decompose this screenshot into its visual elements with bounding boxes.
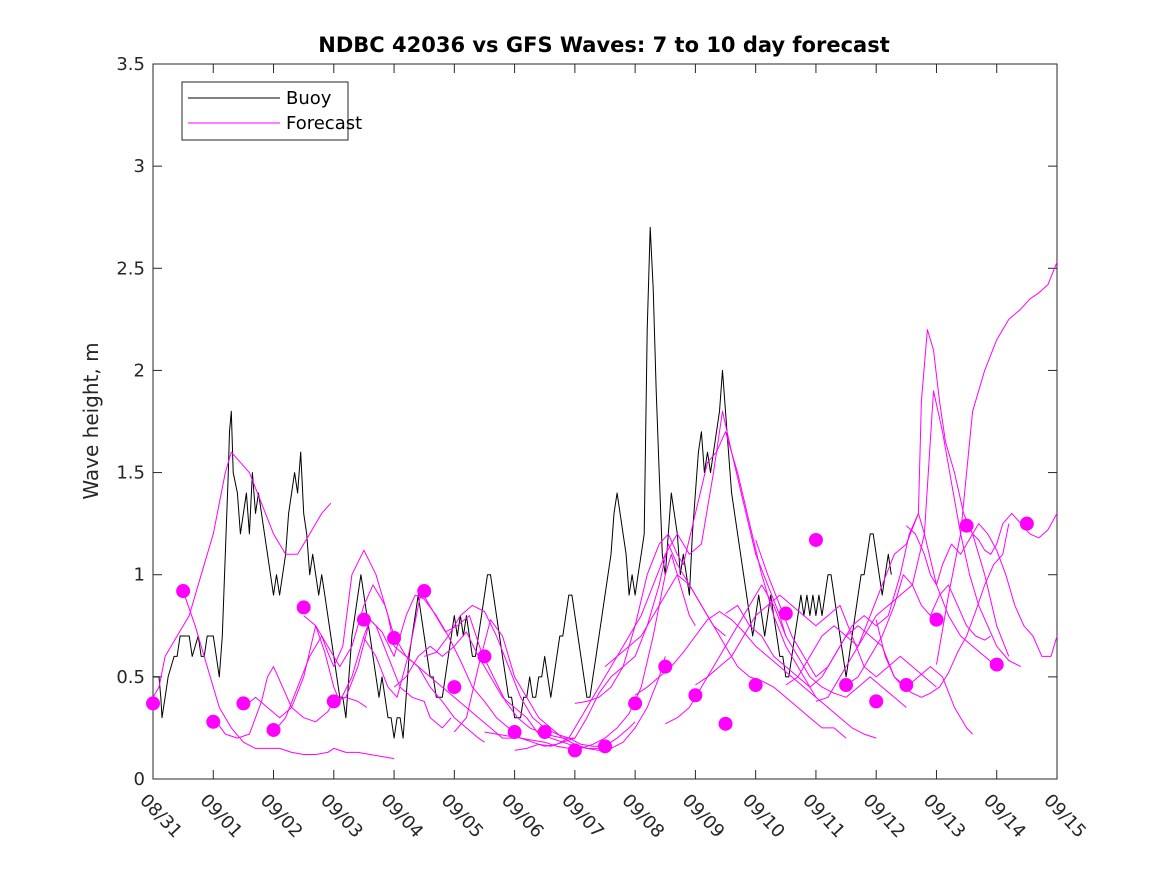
forecast-marker (567, 743, 582, 758)
forecast-line (755, 512, 998, 678)
forecast-marker (146, 696, 160, 711)
x-tick-label: 09/01 (196, 790, 247, 842)
forecast-line (936, 262, 1058, 665)
forecast-marker (507, 725, 522, 740)
forecast-line (966, 512, 1058, 555)
x-tick-label: 08/31 (135, 790, 186, 842)
forecast-marker (537, 725, 552, 740)
y-tick-label: 1 (134, 565, 145, 586)
forecast-marker (1019, 516, 1034, 531)
x-tick-label: 09/03 (316, 790, 367, 842)
legend-box (181, 81, 349, 141)
forecast-marker (206, 714, 221, 729)
forecast-marker (839, 678, 854, 693)
forecast-marker (417, 584, 432, 599)
y-tick-label: 2.5 (116, 258, 145, 279)
forecast-marker (899, 678, 914, 693)
forecast-line (243, 619, 452, 729)
forecast-line (815, 390, 1022, 702)
forecast-line (273, 549, 485, 743)
chart-title: NDBC 42036 vs GFS Waves: 7 to 10 day for… (318, 33, 889, 57)
forecast-marker (748, 678, 763, 693)
forecast-marker (447, 680, 462, 695)
forecast-line (363, 590, 575, 739)
forecast-line (152, 451, 332, 698)
forecast-marker (356, 612, 371, 627)
forecast-marker (236, 696, 251, 711)
y-tick-label: 3.5 (116, 54, 145, 75)
forecast-line (905, 523, 1058, 657)
legend: Buoy Forecast (181, 81, 362, 141)
forecast-line (665, 584, 907, 725)
forecast-marker (718, 716, 733, 731)
x-tick-label: 09/02 (256, 790, 307, 842)
forecast-marker (929, 612, 944, 627)
x-tick-label: 09/05 (437, 790, 488, 842)
x-tick-label: 09/07 (557, 790, 608, 842)
y-tick-label: 0 (134, 769, 145, 790)
forecast-marker (658, 659, 673, 674)
forecast-markers (146, 516, 1034, 758)
x-tick-label: 09/12 (859, 790, 910, 842)
x-tick-label: 09/09 (678, 790, 729, 842)
forecast-marker (296, 600, 311, 615)
forecast-line (303, 584, 515, 739)
forecast-line (695, 594, 937, 688)
forecast-marker (598, 739, 612, 754)
x-tick-label: 09/13 (919, 790, 970, 842)
x-tick-label: 09/06 (497, 790, 548, 842)
forecast-marker (959, 518, 974, 533)
x-tick-label: 09/04 (376, 790, 427, 842)
series-lines (152, 226, 1058, 760)
forecast-line (484, 553, 696, 749)
forecast-line (845, 574, 991, 686)
forecast-marker (688, 688, 703, 703)
legend-forecast-label: Forecast (286, 113, 362, 134)
forecast-marker (808, 532, 823, 547)
plot-frame (152, 63, 1058, 780)
x-tick-label: 09/08 (617, 790, 668, 842)
forecast-marker (869, 694, 884, 709)
forecast-marker (326, 694, 341, 709)
forecast-marker (989, 657, 1004, 672)
x-tick-label: 09/11 (798, 790, 849, 842)
y-tick-label: 3 (134, 156, 145, 177)
plot-area: 00.511.522.533.5 08/31 09/01 09/02 09/03 09/… (116, 54, 1090, 842)
y-axis: 0 0.5 1 1.5 2 2.5 3 3.5 (116, 54, 1057, 790)
legend-buoy-label: Buoy (286, 88, 332, 109)
forecast-marker (176, 584, 191, 599)
y-tick-label: 1.5 (116, 463, 145, 484)
y-tick-label: 2 (134, 360, 145, 381)
forecast-line (544, 410, 787, 747)
forecast-marker (266, 722, 281, 737)
forecast-marker (387, 631, 402, 646)
x-tick-label: 09/10 (738, 790, 789, 842)
forecast-marker (477, 649, 492, 664)
forecast-line (574, 431, 817, 704)
x-tick-label: 09/14 (979, 790, 1030, 842)
forecast-line (393, 631, 605, 749)
forecast-line (634, 611, 877, 739)
forecast-line (182, 590, 395, 760)
forecast-line (453, 619, 666, 751)
forecast-line (725, 604, 973, 735)
forecast-marker (628, 696, 643, 711)
forecast-line (875, 523, 1010, 698)
y-axis-label: Wave height, m (79, 342, 103, 499)
x-tick-label: 09/15 (1039, 790, 1090, 842)
y-tick-label: 0.5 (116, 667, 145, 688)
forecast-marker (778, 606, 793, 621)
